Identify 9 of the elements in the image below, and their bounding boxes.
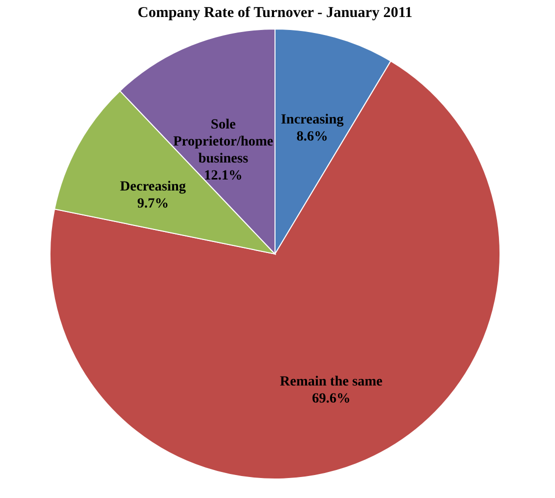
slice-label: Increasing [280,112,344,128]
data-label: 8.6% [296,130,328,145]
slice-label: Remain the same [280,374,383,390]
data-label: 9.7% [137,196,169,212]
slice-label: Sole Proprietor/home business [173,117,274,166]
chart-title: Company Rate of Turnover - January 2011 [138,5,412,21]
data-label: 69.6% [312,392,350,407]
data-label: 12.1% [204,168,242,184]
slice-label: Decreasing [120,179,186,194]
